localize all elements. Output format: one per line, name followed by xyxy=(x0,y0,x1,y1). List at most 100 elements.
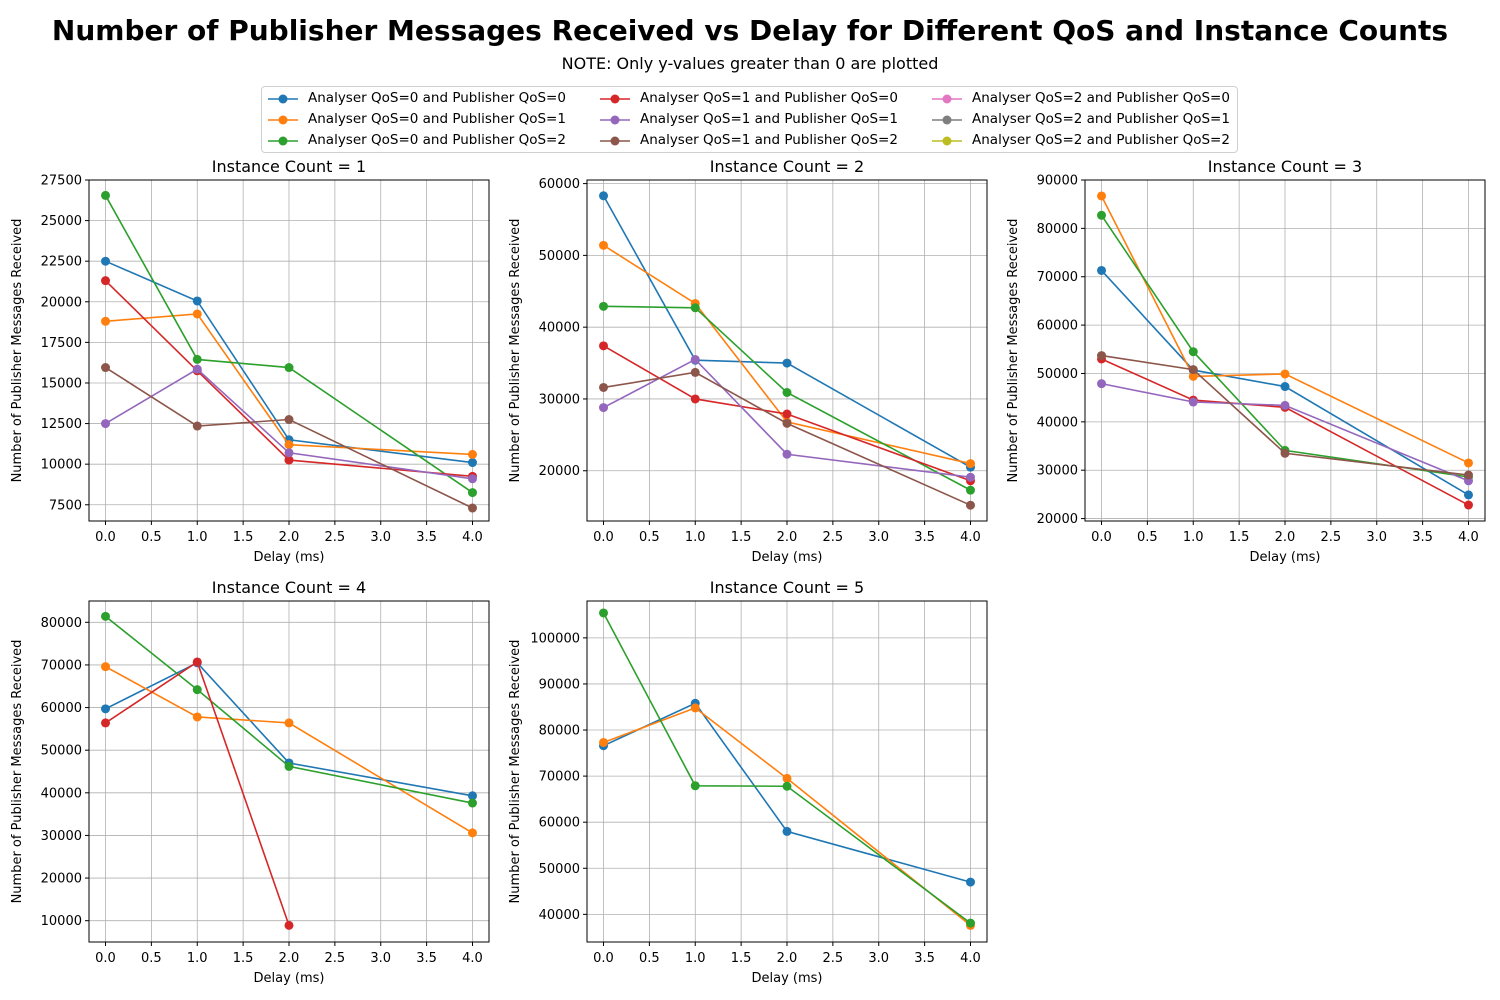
subplot-instance-1: 0.0 0.5 1.0 1.5 2.0 2.5 3.0 3.5 4.0 7500 10000 1250… xyxy=(10,157,490,565)
legend-label: Analyser QoS=0 and Publisher QoS=1 xyxy=(308,111,566,127)
data-point xyxy=(101,718,111,728)
data-point xyxy=(101,419,111,429)
x-tick-label: 0.0 xyxy=(1091,530,1112,545)
data-point xyxy=(782,418,792,428)
series-line xyxy=(599,608,975,928)
series-path xyxy=(105,366,473,509)
series-path xyxy=(1100,269,1469,496)
data-point xyxy=(1280,400,1290,410)
x-tick-label: 4.0 xyxy=(462,530,483,545)
x-tick-label: 2.5 xyxy=(823,530,844,545)
data-point xyxy=(599,240,609,250)
x-tick-label: 0.5 xyxy=(1137,530,1158,545)
y-tick-label: 12500 xyxy=(41,417,82,432)
data-point xyxy=(101,190,111,200)
data-point xyxy=(1188,365,1198,375)
y-tick-label: 30000 xyxy=(41,829,82,844)
y-axis-label: Number of Publisher Messages Received xyxy=(1006,219,1021,483)
data-point xyxy=(965,877,975,887)
chart-subtitle: NOTE: Only y-values greater than 0 are p… xyxy=(561,54,939,73)
series-path xyxy=(603,371,971,506)
x-tick-label: 3.5 xyxy=(914,951,935,966)
data-point xyxy=(1463,500,1473,510)
data-point xyxy=(965,500,975,510)
x-tick-label: 2.0 xyxy=(777,530,798,545)
x-tick-label: 3.0 xyxy=(868,530,889,545)
y-tick-label: 17500 xyxy=(41,336,82,351)
x-tick-label: 2.5 xyxy=(325,951,346,966)
x-tick-label: 0.5 xyxy=(141,530,162,545)
series-line xyxy=(101,657,294,930)
data-point xyxy=(690,367,700,377)
series-path xyxy=(104,195,473,494)
y-tick-label: 22500 xyxy=(41,255,82,270)
data-point xyxy=(1097,265,1107,275)
series-path xyxy=(602,612,971,924)
data-point xyxy=(1280,369,1290,379)
x-tick-label: 1.5 xyxy=(731,951,752,966)
x-tick-label: 3.5 xyxy=(416,951,437,966)
data-point xyxy=(101,316,111,326)
data-point xyxy=(101,363,111,373)
data-point xyxy=(192,296,202,306)
series-line xyxy=(1097,379,1473,486)
series-line xyxy=(101,309,477,459)
y-tick-label: 70000 xyxy=(41,658,82,673)
data-point xyxy=(965,459,975,469)
x-tick-label: 2.5 xyxy=(325,530,346,545)
data-point xyxy=(599,737,609,747)
series-path xyxy=(1100,195,1469,464)
y-tick-label: 50000 xyxy=(539,249,580,264)
data-point xyxy=(101,611,111,621)
data-point xyxy=(782,449,792,459)
y-axis-label: Number of Publisher Messages Received xyxy=(508,219,523,483)
x-tick-label: 4.0 xyxy=(960,530,981,545)
series-path xyxy=(104,280,473,478)
x-tick-label: 1.0 xyxy=(187,530,208,545)
x-tick-label: 0.5 xyxy=(141,951,162,966)
data-point xyxy=(467,458,477,468)
y-tick-label: 7500 xyxy=(49,498,82,513)
x-tick-label: 3.5 xyxy=(914,530,935,545)
x-tick-label: 3.0 xyxy=(1366,530,1387,545)
data-point xyxy=(1463,490,1473,500)
data-point xyxy=(284,448,294,458)
data-point xyxy=(599,608,609,618)
legend-label: Analyser QoS=1 and Publisher QoS=2 xyxy=(640,132,898,148)
y-tick-label: 15000 xyxy=(41,376,82,391)
legend-swatch xyxy=(932,136,962,146)
data-point xyxy=(1463,458,1473,468)
y-tick-label: 25000 xyxy=(41,214,82,229)
data-point xyxy=(599,403,609,413)
series-path xyxy=(105,260,473,464)
x-tick-label: 0.0 xyxy=(593,530,614,545)
y-tick-label: 100000 xyxy=(530,631,580,646)
legend-label: Analyser QoS=2 and Publisher QoS=1 xyxy=(972,111,1230,127)
legend-label: Analyser QoS=2 and Publisher QoS=0 xyxy=(972,90,1230,106)
data-point xyxy=(1188,371,1198,381)
data-point xyxy=(782,773,792,783)
y-tick-label: 80000 xyxy=(539,724,580,739)
data-point xyxy=(1188,347,1198,357)
y-tick-label: 20000 xyxy=(41,295,82,310)
x-tick-label: 3.0 xyxy=(370,530,391,545)
legend-swatch xyxy=(932,115,962,125)
x-tick-label: 0.5 xyxy=(639,951,660,966)
series-line xyxy=(101,190,477,498)
data-point xyxy=(284,455,294,465)
subplot-title: Instance Count = 4 xyxy=(212,578,366,597)
x-tick-label: 2.0 xyxy=(777,951,798,966)
data-point xyxy=(192,657,202,667)
x-axis-label: Delay (ms) xyxy=(1250,550,1321,565)
data-point xyxy=(467,791,477,801)
data-point xyxy=(284,415,294,425)
subplot-title: Instance Count = 3 xyxy=(1208,157,1362,176)
data-point xyxy=(101,662,111,672)
x-tick-label: 2.0 xyxy=(1275,530,1296,545)
data-point xyxy=(690,394,700,404)
data-point xyxy=(467,488,477,498)
series-path xyxy=(105,615,473,804)
y-tick-label: 30000 xyxy=(539,392,580,407)
x-tick-label: 0.0 xyxy=(593,951,614,966)
data-point xyxy=(192,309,202,319)
